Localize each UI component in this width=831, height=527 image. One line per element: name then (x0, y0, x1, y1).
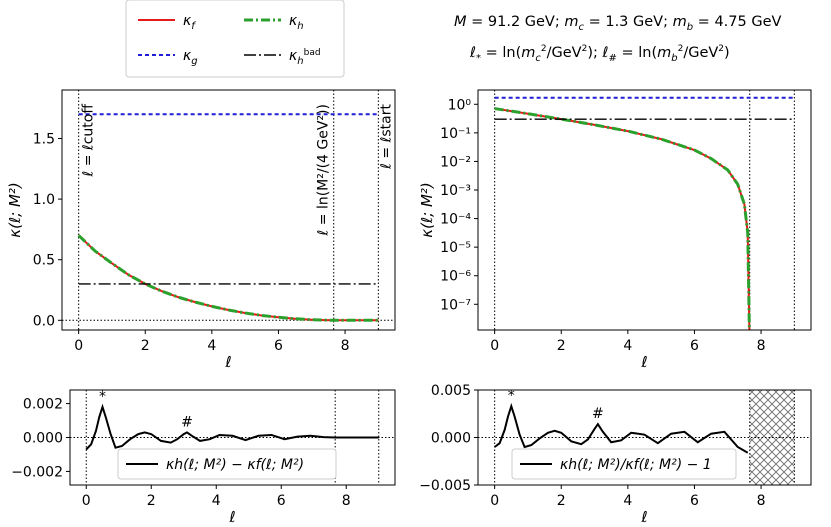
y-tick-label: 0.002 (23, 397, 63, 413)
series-legend-frame (117, 448, 337, 480)
peak-marker-0: * (99, 389, 106, 405)
y-tick-label: 0.005 (431, 383, 471, 399)
y-axis-label: κ(ℓ; M²) (418, 182, 436, 238)
y-tick-label: 10⁻⁷ (440, 297, 471, 313)
x-tick-label: 6 (277, 493, 286, 509)
header: M = 91.2 GeV; mc = 1.3 GeV; mb = 4.75 Ge… (454, 14, 781, 64)
x-tick-label: 4 (212, 493, 221, 509)
y-tick-label: 1.5 (33, 131, 55, 147)
y-tick-label: 0.000 (431, 431, 471, 447)
plot-frame (477, 89, 812, 331)
panel-bottom-left: 0 2 4 6 8 0.002 0.000 −0.002 ℓ * # κh(ℓ; M²) − κf(ℓ… (11, 389, 396, 526)
series--h-f-1 (494, 402, 749, 454)
x-tick-label: 8 (342, 493, 351, 509)
x-tick-label: 0 (490, 338, 499, 354)
y-tick-label: 1.0 (33, 192, 55, 208)
x-tick-label: 2 (147, 493, 156, 509)
x-axis-label: ℓ (224, 353, 231, 371)
x-axis-label: ℓ (228, 508, 235, 526)
x-tick-label: 8 (757, 338, 766, 354)
x-tick-label: 4 (623, 493, 632, 509)
series--h-f (85, 403, 379, 451)
legend-frame (125, 0, 345, 78)
peak-marker-1: # (181, 414, 193, 430)
series--h (494, 107, 751, 331)
y-tick-label: 10⁻⁵ (440, 240, 471, 256)
x-axis-label: ℓ (640, 353, 647, 371)
x-tick-label: 2 (557, 493, 566, 509)
plot-frame (61, 89, 396, 331)
x-tick-label: 8 (757, 493, 766, 509)
y-tick-label: −0.002 (11, 464, 63, 480)
x-tick-label: 6 (690, 493, 699, 509)
series--f (494, 107, 751, 331)
y-tick-label: 10⁻² (440, 154, 471, 170)
x-tick-label: 0 (82, 493, 91, 509)
annotation-2: ℓ = ℓstart (378, 103, 394, 169)
x-tick-label: 4 (623, 338, 632, 354)
panel-top-right: 0 2 4 6 8 10⁰ 10⁻¹ 10⁻² 10⁻³ 10⁻⁴ 10⁻⁵ 10⁻⁶ 10⁻⁷ ℓ κ(ℓ… (418, 89, 812, 371)
y-tick-label: 0.0 (33, 313, 55, 329)
panel-top-left: 0 2 4 6 8 0.0 0.5 1.0 1.5 ℓ κ(ℓ; M²) ℓ = ℓcutoff ℓ =… (6, 89, 396, 371)
x-tick-label: 2 (141, 338, 150, 354)
series-legend-frame (511, 448, 737, 480)
x-tick-label: 0 (490, 493, 499, 509)
annotation-0: ℓ = ℓcutoff (81, 104, 97, 178)
x-axis-label: ℓ (640, 508, 647, 526)
series-legend-label: κh(ℓ; M²)/κf(ℓ; M²) − 1 (560, 457, 712, 473)
y-axis-label: κ(ℓ; M²) (6, 182, 24, 238)
y-tick-label: 10⁻⁴ (440, 212, 471, 228)
x-tick-label: 6 (690, 338, 699, 354)
y-tick-label: 0.000 (23, 431, 63, 447)
x-tick-label: 4 (207, 338, 216, 354)
panel-bottom-right: 0 2 4 6 8 0.005 0.000 −0.005 ℓ * # κh(ℓ; M²)/κf(ℓ; … (419, 383, 812, 526)
y-tick-label: −0.005 (419, 478, 471, 494)
x-tick-label: 6 (274, 338, 283, 354)
y-tick-label: 10⁻⁶ (440, 269, 471, 285)
header-line-2: ℓ* = ln(mc2/GeV2); ℓ# = ln(mb2/GeV2) (469, 44, 730, 64)
y-tick-label: 10⁻³ (440, 183, 471, 199)
peak-marker-0: * (508, 388, 515, 404)
x-tick-label: 0 (74, 338, 83, 354)
header-line-1: M = 91.2 GeV; mc = 1.3 GeV; mb = 4.75 Ge… (454, 14, 781, 33)
x-tick-label: 2 (557, 338, 566, 354)
legend: κf κg κh κhbad (125, 0, 345, 78)
y-tick-label: 10⁻¹ (440, 126, 471, 142)
series-legend-label: κh(ℓ; M²) − κf(ℓ; M²) (166, 457, 304, 473)
x-tick-label: 8 (341, 338, 350, 354)
y-tick-label: 0.5 (33, 253, 55, 269)
annotation-1: ℓ = ln(M²/(4 GeV²)) (316, 104, 332, 236)
series--h (77, 234, 379, 322)
peak-marker-1: # (592, 406, 604, 422)
y-tick-label: 10⁰ (448, 97, 472, 113)
